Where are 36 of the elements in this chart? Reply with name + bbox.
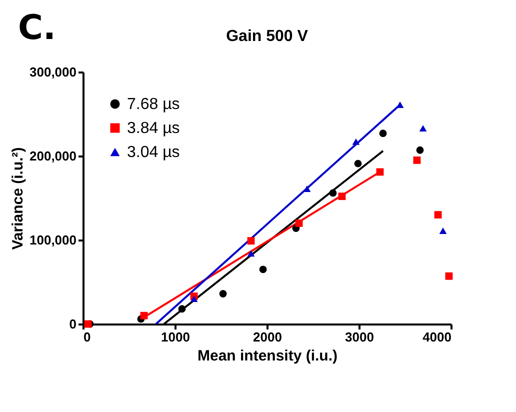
point	[247, 250, 255, 257]
point	[140, 312, 148, 320]
y-tick-label: 0	[69, 316, 76, 332]
point	[303, 186, 311, 192]
point	[352, 138, 360, 145]
point	[219, 290, 227, 298]
point	[413, 156, 421, 164]
point	[419, 125, 427, 132]
text: C.	[18, 8, 56, 48]
point	[259, 266, 267, 274]
point	[354, 160, 362, 168]
legend-label: 7.68 µs	[127, 96, 180, 113]
point	[445, 272, 453, 280]
point	[329, 189, 337, 197]
point	[247, 237, 255, 245]
point	[416, 146, 424, 154]
y-tick-label: 200,000	[30, 148, 76, 164]
legend-label: 3.04 µs	[127, 144, 180, 161]
point	[295, 219, 303, 227]
x-tick-label: 4000	[422, 330, 452, 344]
x-axis-title: Mean intensity (i.u.)	[197, 348, 338, 364]
legend-label: 3.84 µs	[127, 120, 180, 137]
point	[338, 192, 346, 200]
point	[434, 211, 442, 219]
x-tick-label: 0	[84, 330, 91, 344]
y-axis-title: Variance (i.u.²)	[10, 147, 27, 250]
point	[379, 130, 387, 138]
point	[439, 228, 447, 234]
x-tick-label: 3000	[345, 330, 374, 344]
y-tick-label: 300,000	[30, 64, 76, 80]
point	[190, 296, 198, 302]
chart-title: Gain 500 V	[226, 28, 308, 45]
x-tick-label: 1000	[161, 330, 190, 344]
point	[178, 305, 186, 313]
x-tick-label: 2000	[253, 330, 282, 344]
y-tick-label: 100,000	[30, 232, 76, 248]
